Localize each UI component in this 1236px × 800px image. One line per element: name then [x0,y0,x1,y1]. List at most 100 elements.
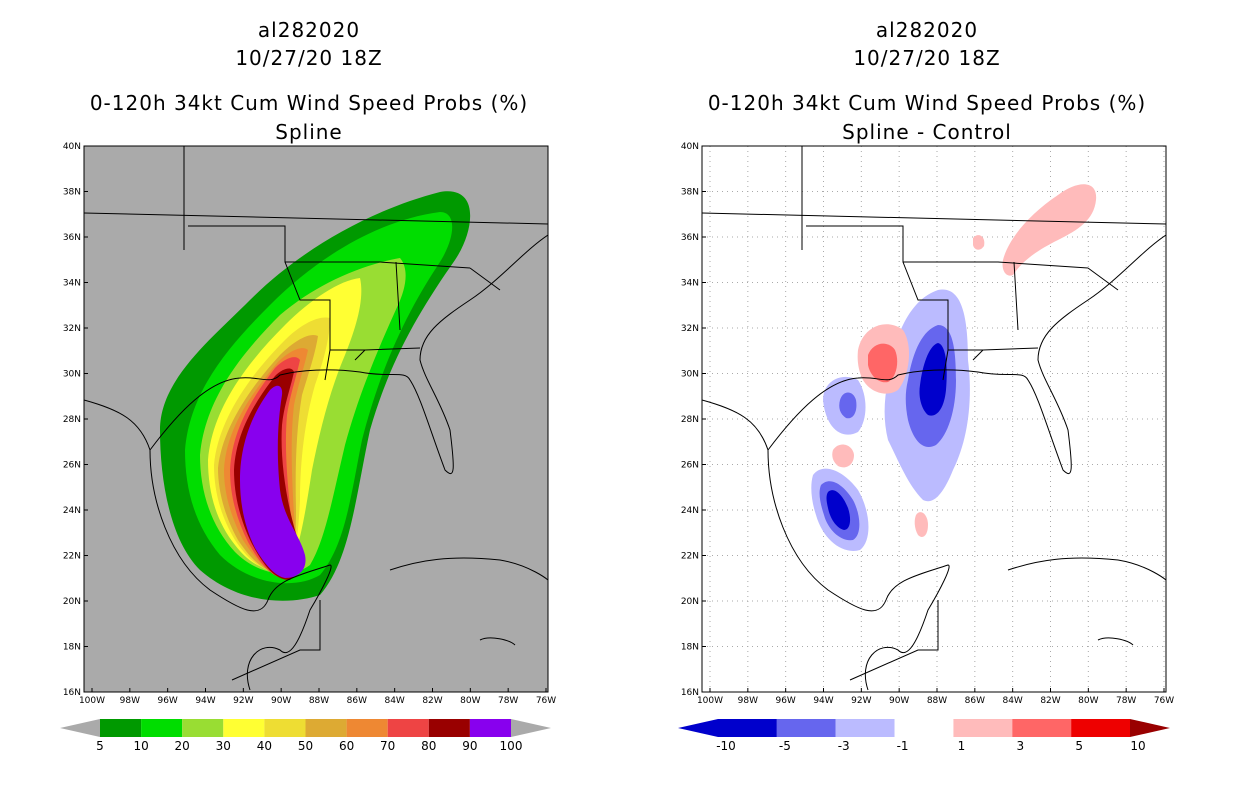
colorbar-label: 10 [133,739,148,753]
colorbar-label: 3 [1016,739,1024,753]
lon-label: 94W [195,696,215,706]
colorbar-swatch [100,719,142,737]
lon-label: 100W [697,696,723,706]
diff-pos-2 [868,343,898,383]
colorbar-right: -10 -5 -3 -1 1 3 5 10 [678,719,1170,753]
colorbar-label: 50 [298,739,313,753]
lat-label: 30N [681,370,699,380]
lon-label: 90W [889,696,909,706]
lon-label: 86W [347,696,367,706]
colorbar-swatch [718,719,777,737]
subtitle: Spline - Control [842,120,1012,144]
lon-label: 78W [498,696,518,706]
lat-label: 32N [681,324,699,334]
lon-label: 78W [1116,696,1136,706]
lat-label: 28N [681,415,699,425]
lon-label: 94W [813,696,833,706]
colorbar-arrow-high [1130,719,1170,737]
lat-label: 34N [63,279,81,289]
lat-label: 16N [63,688,81,698]
colorbar-label: -3 [838,739,850,753]
colorbar-swatch [346,719,388,737]
lat-label: 38N [681,188,699,198]
lat-label: 20N [681,597,699,607]
colorbar-label: 10 [1130,739,1145,753]
colorbar-swatch [182,719,224,737]
colorbar-swatch [835,719,895,737]
colorbar-label: 1 [958,739,966,753]
lon-label: 100W [79,696,105,706]
colorbar-label: 60 [339,739,354,753]
grid-right [702,146,1166,692]
diff-pos-5 [914,512,928,537]
colorbar-label: -5 [779,739,791,753]
lat-label: 24N [63,506,81,516]
lon-label: 98W [120,696,140,706]
colorbar-swatch [223,719,265,737]
panel-spline: al282020 10/27/20 18Z 0-120h 34kt Cum Wi… [60,18,556,753]
colorbar-label: 5 [1075,739,1083,753]
colorbar-swatch [776,719,836,737]
colorbar-label: 5 [96,739,104,753]
colorbar-label: -1 [897,739,909,753]
colorbar-left: 5 10 20 30 40 50 60 70 80 90 100 [60,719,551,753]
colorbar-label: 80 [421,739,436,753]
panel-spline-minus-control: al282020 10/27/20 18Z 0-120h 34kt Cum Wi… [618,0,1236,800]
lat-label: 34N [681,279,699,289]
lat-label: 26N [681,461,699,471]
map-outlines [702,146,1166,691]
lon-label: 86W [965,696,985,706]
colorbar-swatch [141,719,183,737]
lon-label: 92W [851,696,871,706]
lat-label: 26N [63,461,81,471]
colorbar-label: 30 [216,739,231,753]
colorbar-arrow-high [511,719,551,737]
lon-label: 96W [157,696,177,706]
lat-label: 36N [681,233,699,243]
colorbar-arrow-low [60,719,100,737]
storm-id: al282020 [257,18,361,42]
lon-label: 82W [422,696,442,706]
lon-label: 80W [1078,696,1098,706]
lon-label: 98W [738,696,758,706]
axes-right: 40N 38N 36N 34N 32N 30N 28N 26N 24N 22N 20N 18N 16N1… [681,142,1174,706]
lon-label: 76W [1154,696,1174,706]
lat-label: 28N [63,415,81,425]
lat-label: 40N [681,142,699,152]
lon-label: 80W [460,696,480,706]
lon-label: 82W [1040,696,1060,706]
lon-label: 84W [384,696,404,706]
map-difference: 40N38N36N34N32N30N28N26N24N22N20N18N16N1… [678,142,1174,753]
colorbar-swatch [953,719,1013,737]
colorbar-swatch [305,719,347,737]
lat-label: 18N [681,643,699,653]
colorbar-label: 100 [500,739,523,753]
lat-label: 22N [63,552,81,562]
map-outlines [84,146,548,691]
diff-pos-6 [973,235,985,250]
colorbar-label: 40 [257,739,272,753]
lat-label: 22N [681,552,699,562]
colorbar-swatch [1071,719,1130,737]
subtitle: Spline [275,120,343,144]
lat-label: 32N [63,324,81,334]
diff-neg-3 [919,343,947,416]
product-title: 0-120h 34kt Cum Wind Speed Probs (%) [89,91,529,115]
prob-90 [240,385,306,578]
map-spline: 40N38N36N34N32N30N28N26N24N22N20N18N16N1… [60,142,556,753]
colorbar-swatch [387,719,429,737]
lon-label: 84W [1002,696,1022,706]
diff-neg-8 [826,490,851,530]
lat-label: 30N [63,370,81,380]
lat-label: 18N [63,643,81,653]
datetime: 10/27/20 18Z [853,46,1001,70]
lon-label: 88W [309,696,329,706]
colorbar-swatch [1012,719,1072,737]
colorbar-arrow-low [678,719,718,737]
lon-label: 96W [775,696,795,706]
product-title: 0-120h 34kt Cum Wind Speed Probs (%) [707,91,1147,115]
lat-label: 38N [63,188,81,198]
lon-label: 76W [536,696,556,706]
storm-id: al282020 [875,18,979,42]
diff-pos-4 [832,444,854,468]
